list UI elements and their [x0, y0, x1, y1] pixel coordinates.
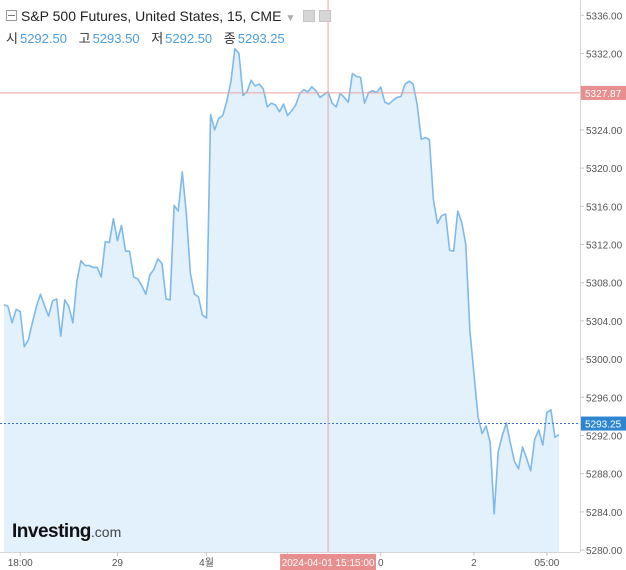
price-tick-label: 5320.00 — [586, 164, 623, 175]
price-tick-label: 5312.00 — [586, 240, 623, 251]
time-tick-label: 0 — [378, 558, 384, 569]
open-label: 시 — [6, 31, 18, 46]
settings-icon[interactable] — [303, 10, 316, 22]
low-label: 저 — [151, 31, 164, 46]
chart-legend: S&P 500 Futures, United States, 15, CME ▼ — [6, 8, 332, 24]
high-value: 5293.50 — [92, 31, 140, 46]
close-icon[interactable] — [319, 10, 332, 22]
crosshair-price-tag: 5327.87 — [581, 85, 626, 100]
crosshair-price-label: 5327.87 — [585, 89, 622, 100]
price-line — [3, 47, 560, 515]
price-axis[interactable]: 5336.005332.005328.005324.005320.005316.… — [580, 11, 623, 557]
price-tick-label: 5308.00 — [586, 279, 623, 290]
logo-domain: .com — [90, 524, 122, 540]
price-tick-label: 5300.00 — [586, 355, 623, 366]
price-tick-label: 5284.00 — [586, 508, 623, 519]
time-tick-label: 05:00 — [534, 558, 559, 569]
time-tick-label: 4월 — [199, 557, 214, 569]
investing-logo: Investing.com — [12, 521, 121, 543]
low-value: 5292.50 — [165, 31, 213, 46]
logo-name: Investing — [12, 521, 91, 542]
last-price-label: 5293.25 — [585, 420, 622, 431]
price-tick-label: 5336.00 — [586, 11, 623, 22]
price-tick-label: 5316.00 — [586, 202, 623, 213]
close-label: 종 — [223, 31, 236, 46]
crosshair-time-label: 2024-04-01 15:15:00 — [282, 558, 375, 569]
price-tick-label: 5324.00 — [586, 126, 623, 137]
open-value: 5292.50 — [19, 31, 67, 46]
time-tick-label: 29 — [112, 558, 124, 569]
collapse-icon[interactable] — [6, 10, 17, 21]
close-value: 5293.25 — [237, 31, 285, 46]
price-tick-label: 5292.00 — [586, 431, 623, 442]
price-tick-label: 5332.00 — [586, 49, 623, 60]
price-tick-label: 5288.00 — [586, 470, 623, 481]
price-area-fill — [4, 48, 559, 553]
ohlc-values: 시 5292.50 고 5293.50 저 5292.50 종 5293.25 — [6, 28, 293, 47]
high-label: 고 — [78, 31, 91, 46]
price-tick-label: 5296.00 — [586, 393, 623, 404]
price-tick-label: 5280.00 — [586, 546, 623, 557]
last-price-tag: 5293.25 — [581, 416, 626, 431]
crosshair-time-tag: 2024-04-01 15:15:00 — [280, 554, 377, 570]
time-tick-label: 2 — [471, 558, 477, 569]
symbol-title: S&P 500 Futures, United States, 15, CME — [21, 8, 282, 24]
time-tick-label: 18:00 — [8, 558, 33, 569]
chevron-down-icon[interactable]: ▼ — [285, 13, 296, 24]
price-tick-label: 5304.00 — [586, 317, 623, 328]
